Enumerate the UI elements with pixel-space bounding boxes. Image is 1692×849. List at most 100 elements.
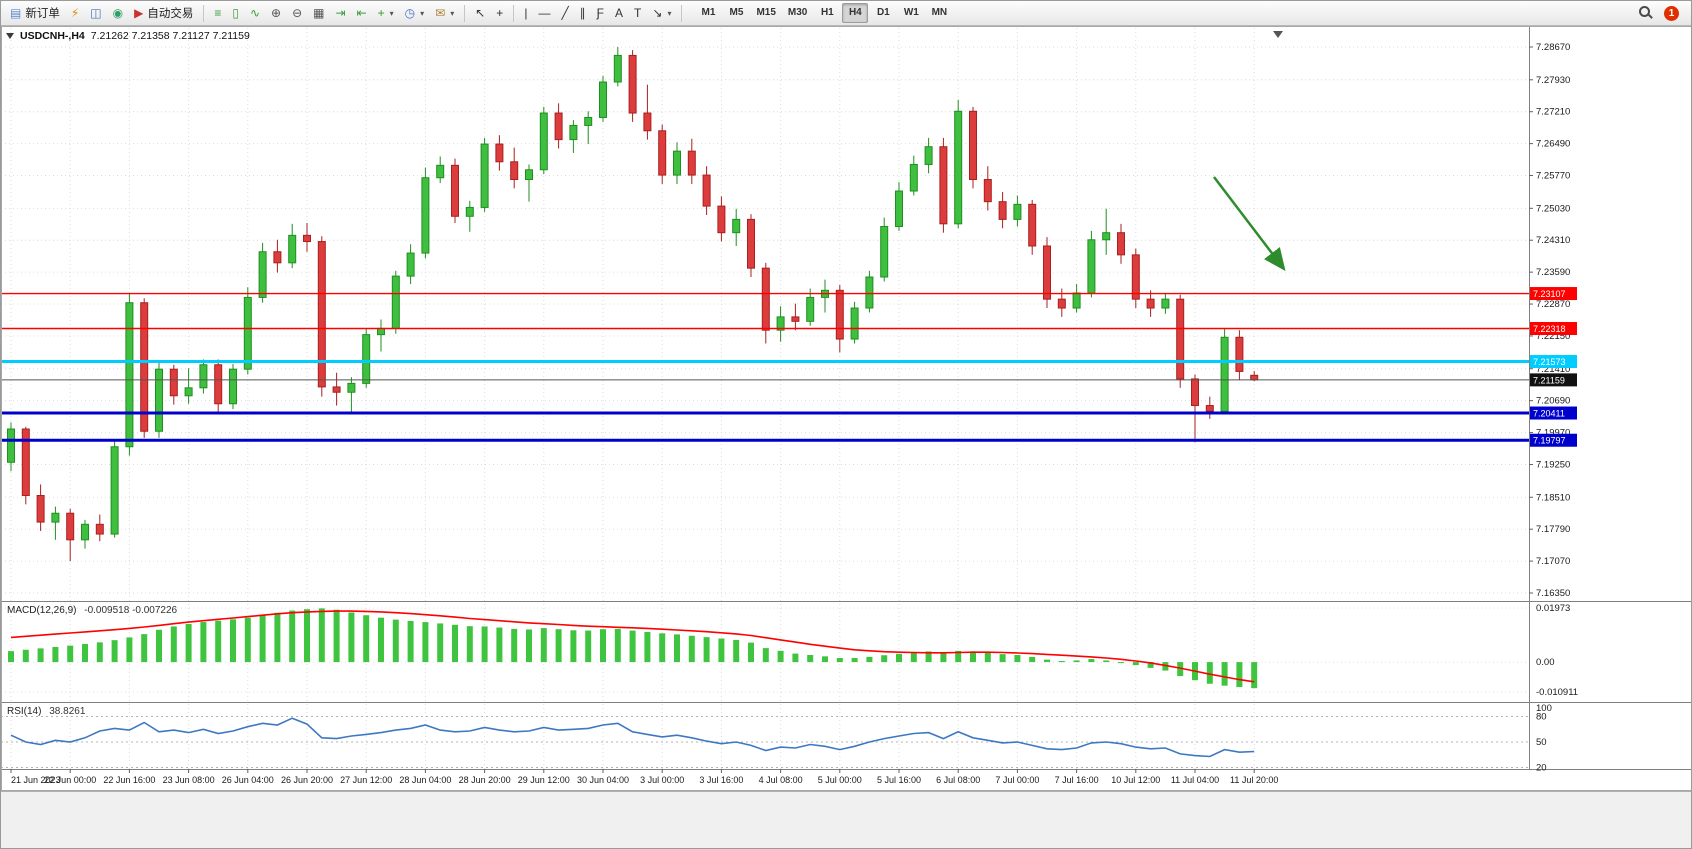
svg-text:0.00: 0.00 — [1536, 657, 1555, 668]
svg-text:29 Jun 12:00: 29 Jun 12:00 — [518, 775, 570, 785]
chart-area: 7.28670 7.27930 7.27210 7.26490 7.25770 7.250… — [1, 26, 1692, 791]
toolbar-separator — [681, 4, 683, 22]
timeframe-d1-button[interactable]: D1 — [876, 7, 890, 18]
auto-scroll-icon: ⇥ — [335, 6, 346, 20]
svg-text:10 Jul 12:00: 10 Jul 12:00 — [1111, 775, 1160, 785]
vertical-line-button[interactable]: | — [519, 2, 532, 25]
zoom-in-button[interactable]: ⊕ — [266, 2, 286, 25]
svg-text:7.16350: 7.16350 — [1536, 588, 1570, 599]
chart-shift-button[interactable]: ⇤ — [352, 2, 372, 25]
svg-text:7.25030: 7.25030 — [1536, 203, 1570, 214]
symbol-dropdown-icon[interactable] — [6, 33, 14, 39]
svg-text:80: 80 — [1536, 712, 1547, 723]
svg-text:20: 20 — [1536, 763, 1547, 774]
svg-text:30 Jun 04:00: 30 Jun 04:00 — [577, 775, 629, 785]
auto-trading-button[interactable]: ▶ 自动交易 — [129, 2, 198, 25]
timeframe-w1-button[interactable]: W1 — [903, 7, 919, 18]
svg-text:7.27930: 7.27930 — [1536, 75, 1570, 86]
auto-trading-icon: ▶ — [134, 6, 144, 20]
fibonacci-button[interactable]: Ƒ — [592, 2, 609, 25]
timeframe-mn-button[interactable]: MN — [931, 7, 948, 18]
svg-text:22 Jun 00:00: 22 Jun 00:00 — [44, 775, 96, 785]
text-label-button[interactable]: T — [629, 2, 646, 25]
svg-text:7.21573: 7.21573 — [1533, 357, 1566, 367]
trendline-button[interactable]: ╱ — [556, 2, 573, 25]
equidistant-channel-button[interactable]: ∥ — [575, 2, 591, 25]
periods-button[interactable]: ◷ ▾ — [400, 2, 430, 25]
line-chart-button[interactable]: ∿ — [245, 2, 265, 25]
auto-scroll-button[interactable]: ⇥ — [331, 2, 351, 25]
svg-text:0.01973: 0.01973 — [1536, 603, 1570, 614]
strategy-tester-icon: ◉ — [112, 6, 124, 20]
toolbar-items: ▤ 新订单 ⚡ ◫ ◉ ▶ 自动交易 ≡ ▯ ∿ ⊕ ⊖ ▦ ⇥ ⇤ + ▾ ◷ ▾ ✉ ▾ ↖ + | — ╱ ∥ Ƒ A T ↘ ▾ — [5, 2, 686, 25]
timeframe-m15-button[interactable]: M15 — [756, 7, 776, 18]
svg-text:7.19250: 7.19250 — [1536, 459, 1570, 470]
svg-text:5 Jul 00:00: 5 Jul 00:00 — [818, 775, 862, 785]
text-label-icon: T — [634, 6, 642, 20]
svg-text:7.23107: 7.23107 — [1533, 289, 1566, 299]
svg-text:7 Jul 00:00: 7 Jul 00:00 — [995, 775, 1039, 785]
bar-chart-button[interactable]: ≡ — [209, 2, 226, 25]
price-axis[interactable]: 7.28670 7.27930 7.27210 7.26490 7.25770 7.250… — [1529, 42, 1578, 774]
timeframe-m5-button[interactable]: M5 — [729, 7, 744, 18]
rsi-layer — [1, 716, 1529, 768]
bar-chart-icon: ≡ — [214, 6, 222, 20]
arrows-button[interactable]: ↘ ▾ — [647, 2, 676, 25]
svg-text:7.24310: 7.24310 — [1536, 235, 1570, 246]
svg-text:7.20411: 7.20411 — [1533, 409, 1565, 419]
crosshair-button[interactable]: + — [491, 2, 508, 25]
svg-text:7.20690: 7.20690 — [1536, 396, 1570, 407]
text-icon: A — [615, 6, 624, 20]
line-chart-icon: ∿ — [249, 6, 261, 20]
trendline-icon: ╱ — [561, 6, 569, 20]
svg-text:26 Jun 20:00: 26 Jun 20:00 — [281, 775, 333, 785]
new-order-button[interactable]: ▤ 新订单 — [5, 2, 65, 25]
svg-text:7.25770: 7.25770 — [1536, 171, 1570, 182]
zoom-in-icon: ⊕ — [271, 6, 282, 20]
chart-canvas[interactable]: 7.28670 7.27930 7.27210 7.26490 7.25770 7.250… — [1, 26, 1692, 791]
timeframe-h1-button[interactable]: H1 — [820, 7, 834, 18]
dropdown-caret-icon: ▾ — [667, 8, 672, 18]
metaeditor-button[interactable]: ⚡ — [66, 2, 84, 25]
new-chart-button[interactable]: + ▾ — [373, 2, 399, 25]
strategy-tester-button[interactable]: ◉ — [108, 2, 128, 25]
svg-text:7.23590: 7.23590 — [1536, 267, 1570, 278]
candlestick-chart-button[interactable]: ▯ — [227, 2, 244, 25]
svg-text:7.19797: 7.19797 — [1533, 436, 1566, 446]
market-watch-icon: ◫ — [90, 6, 102, 20]
notification-badge[interactable]: 1 — [1664, 5, 1679, 21]
equidistant-channel-icon: ∥ — [579, 6, 586, 20]
frame-layer — [1, 26, 1691, 791]
crosshair-icon: + — [496, 6, 504, 20]
templates-button[interactable]: ✉ ▾ — [430, 2, 459, 25]
templates-icon: ✉ — [435, 6, 446, 20]
arrows-icon: ↘ — [652, 6, 663, 20]
timeframe-m30-button[interactable]: M30 — [787, 7, 808, 18]
svg-text:7.18510: 7.18510 — [1536, 492, 1570, 503]
timeframe-m1-button[interactable]: M1 — [701, 7, 716, 18]
cursor-icon: ↖ — [475, 6, 486, 20]
candlesticks-layer — [7, 47, 1259, 562]
dropdown-caret-icon: ▾ — [450, 8, 455, 18]
svg-text:7.22318: 7.22318 — [1533, 324, 1566, 334]
trend-arrow-object[interactable] — [1213, 176, 1286, 271]
svg-text:28 Jun 04:00: 28 Jun 04:00 — [399, 775, 451, 785]
tile-windows-button[interactable]: ▦ — [308, 2, 329, 25]
chart-shift-marker-icon — [1273, 31, 1283, 38]
market-watch-button[interactable]: ◫ — [85, 2, 106, 25]
cursor-button[interactable]: ↖ — [470, 2, 490, 25]
new-order-label: 新订单 — [25, 8, 60, 20]
svg-text:23 Jun 08:00: 23 Jun 08:00 — [163, 775, 215, 785]
hlines-layer[interactable] — [1, 292, 1529, 442]
horizontal-line-button[interactable]: — — [533, 2, 555, 25]
svg-text:27 Jun 12:00: 27 Jun 12:00 — [340, 775, 392, 785]
timeframe-h4-button[interactable]: H4 — [842, 3, 869, 23]
svg-text:22 Jun 16:00: 22 Jun 16:00 — [103, 775, 155, 785]
svg-text:-0.010911: -0.010911 — [1536, 687, 1578, 698]
text-button[interactable]: A — [610, 2, 628, 25]
svg-text:7.21410: 7.21410 — [1536, 364, 1570, 375]
zoom-out-button[interactable]: ⊖ — [287, 2, 307, 25]
search-icon[interactable] — [1638, 5, 1654, 21]
